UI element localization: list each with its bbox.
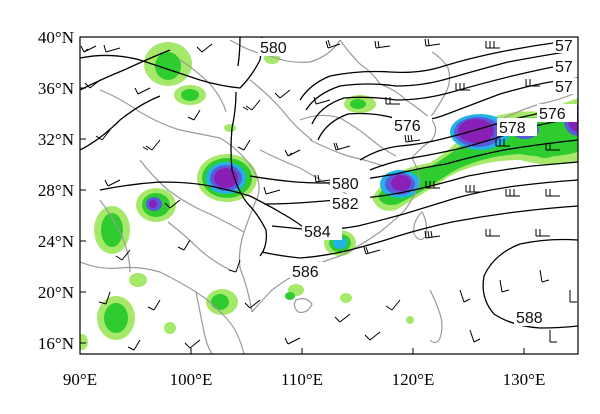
wind-barbs-row-3 (95, 129, 560, 157)
contour-label-57-a: 57 (555, 38, 573, 55)
shade-blob-west (136, 188, 176, 222)
border-korea (429, 51, 451, 119)
contour-label-57-c: 57 (555, 79, 573, 96)
latitude-labels: 40°N 36°N 32°N 28°N 24°N 20°N 16°N (38, 28, 74, 353)
wind-barbs-row-4 (104, 174, 560, 209)
contour-low-2 (305, 49, 578, 111)
contour-576-west (80, 49, 171, 91)
contour-label-57-b: 57 (555, 59, 573, 76)
shade-blob-northwest (144, 42, 192, 86)
wind-barbs-row-6 (98, 269, 577, 323)
lon-label-130e: 130°E (503, 370, 546, 389)
border-hainan (293, 298, 313, 313)
wind-barbs-row-7 (127, 329, 557, 351)
shade-blob-middle-east (344, 95, 376, 113)
plot-area: 580 57 57 57 576 576 578 580 582 584 586… (80, 37, 578, 354)
lat-label-20n: 20°N (38, 283, 74, 302)
wind-barbs-row-1 (80, 38, 500, 53)
contour-label-578: 578 (499, 120, 526, 137)
border-inner-7 (99, 199, 131, 273)
shade-blob-southwest-2 (97, 296, 135, 340)
contour-low-1 (299, 39, 578, 101)
lat-label-36n: 36°N (38, 79, 74, 98)
contour-north-trough (80, 95, 161, 151)
contour-low-3 (311, 61, 578, 125)
contour-label-584: 584 (304, 224, 331, 241)
contour-588 (482, 238, 578, 329)
wind-barbs-row-2 (84, 79, 540, 121)
lon-label-110e: 110°E (281, 370, 323, 389)
longitude-labels: 90°E 100°E 110°E 120°E 130°E (63, 370, 545, 389)
contour-label-576-east: 576 (539, 106, 566, 123)
contour-580 (249, 139, 578, 184)
shade-blob-north (174, 85, 206, 105)
contour-label-layer: 580 57 57 57 576 576 578 580 582 584 586… (258, 38, 578, 327)
border-inner-6 (139, 159, 245, 233)
lat-label-24n: 24°N (38, 232, 74, 251)
border-inner-5 (249, 79, 313, 141)
lon-label-100e: 100°E (170, 370, 213, 389)
wind-barbs-row-5 (115, 229, 550, 273)
border-indochina-2 (195, 291, 213, 354)
shade-blob-southwest-1 (94, 206, 130, 254)
border-taiwan (413, 211, 428, 241)
contour-label-582: 582 (332, 196, 359, 213)
border-indochina (80, 261, 245, 354)
border-philippines (429, 289, 443, 344)
contour-west-long (99, 181, 317, 239)
contour-580-west (80, 37, 263, 89)
border-inner-10 (179, 59, 227, 113)
lat-label-40n: 40°N (38, 28, 74, 47)
map-frame (79, 36, 579, 355)
tick-marks (79, 36, 525, 354)
lat-label-28n: 28°N (38, 181, 74, 200)
contour-label-588: 588 (516, 310, 543, 327)
contour-576-east (359, 107, 578, 161)
shade-blob-small-2 (206, 289, 238, 315)
lat-label-32n: 32°N (38, 130, 74, 149)
border-inner-8 (167, 221, 231, 271)
contour-label-576: 576 (394, 118, 421, 135)
contour-586 (261, 205, 578, 259)
contour-label-586: 586 (292, 264, 319, 281)
lon-label-90e: 90°E (63, 370, 97, 389)
shade-blob-small-1 (129, 273, 147, 287)
contour-580-trough (230, 91, 268, 257)
shade-blob-small-3 (80, 52, 414, 350)
contour-short-1 (237, 37, 241, 67)
lon-label-120e: 120°E (392, 370, 435, 389)
contour-582 (263, 161, 578, 205)
wind-barb-layer (80, 38, 577, 351)
lat-label-16n: 16°N (38, 334, 74, 353)
border-inner-2 (238, 195, 259, 313)
shade-blob-center (197, 154, 257, 202)
contour-label-580: 580 (332, 176, 359, 193)
contour-label-580-north: 580 (260, 40, 287, 57)
border-inner-1 (99, 89, 260, 197)
border-inner-9 (309, 139, 385, 167)
border-north (229, 39, 341, 63)
